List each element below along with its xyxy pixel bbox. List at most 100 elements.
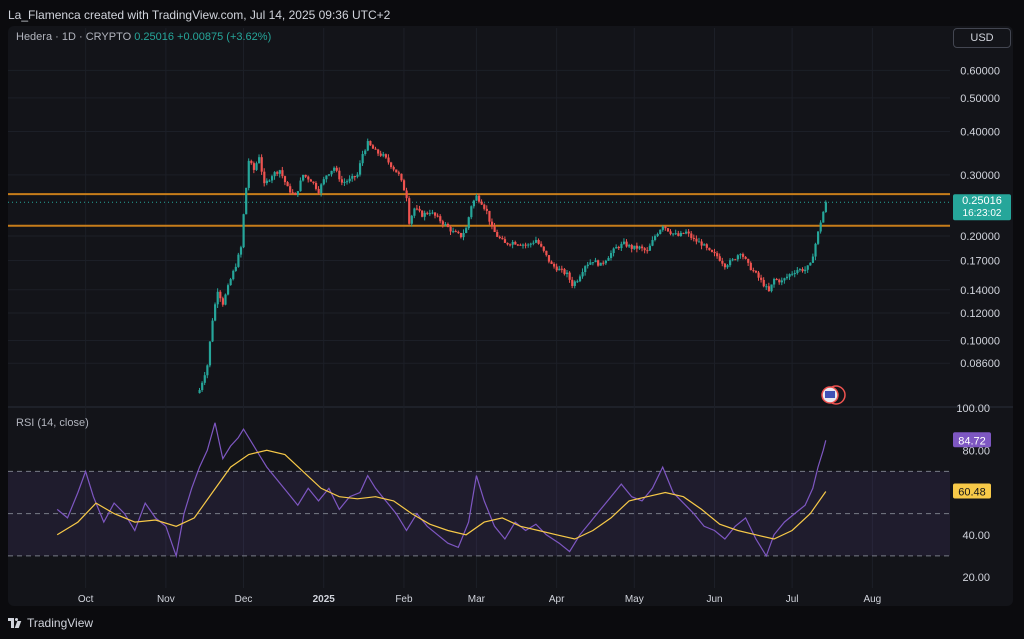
candle-body: [356, 174, 359, 177]
candle-body: [519, 244, 522, 246]
candle-body: [252, 163, 256, 170]
candle-body: [710, 249, 714, 252]
candle-body: [780, 280, 783, 283]
price-axis-tick-label: 0.30000: [960, 170, 1000, 182]
candle-body: [304, 174, 307, 177]
candle-body: [441, 221, 444, 225]
candle-body: [809, 262, 812, 266]
candle-body: [547, 255, 551, 262]
candle-body: [379, 153, 382, 156]
candle-body: [793, 273, 796, 275]
rsi-value-label: 84.72: [958, 435, 986, 447]
candle-body: [270, 176, 274, 181]
rsi-axis-tick-label: 100.00: [956, 403, 990, 415]
candle-body: [804, 269, 807, 272]
candle-body: [493, 226, 496, 232]
candle-body: [361, 154, 364, 164]
candle-body: [672, 233, 675, 235]
candle-body: [320, 184, 323, 193]
candle-body: [612, 248, 615, 254]
candle-body: [576, 281, 579, 283]
candle-body: [428, 213, 432, 215]
candle-body: [726, 265, 729, 268]
candle-body: [421, 210, 424, 217]
chart-panel[interactable]: [8, 26, 1013, 606]
candle-body: [604, 260, 608, 264]
candle-body: [201, 382, 204, 391]
rsi-axis-tick-label: 20.00: [962, 572, 990, 584]
candle-body: [446, 223, 450, 227]
candle-body: [666, 228, 670, 232]
candle-body: [265, 180, 268, 184]
candle-body: [540, 243, 543, 247]
candle-body: [801, 269, 804, 272]
candle-body: [211, 320, 214, 342]
time-axis-tick-label: Dec: [235, 594, 253, 605]
candle-body: [597, 260, 600, 266]
candle-body: [563, 269, 566, 275]
candle-body: [788, 274, 791, 277]
candle-body: [723, 263, 727, 268]
candle-body: [638, 246, 641, 249]
candle-body: [314, 183, 318, 189]
candle-body: [521, 244, 525, 246]
symbol-change: +0.00875 (+3.62%): [177, 31, 272, 43]
candle-body: [739, 254, 742, 256]
candle-body: [617, 246, 620, 249]
candle-body: [382, 154, 385, 156]
candle-body: [402, 180, 406, 191]
candle-body: [247, 160, 250, 188]
candle-body: [214, 304, 217, 321]
candle-body: [798, 269, 802, 271]
candle-body: [589, 262, 592, 265]
candle-body: [289, 186, 292, 193]
time-axis-tick-label: 2025: [313, 594, 336, 605]
candle-body: [281, 170, 284, 177]
candle-body: [216, 291, 219, 305]
candle-body: [635, 245, 639, 249]
candle-body: [408, 198, 411, 224]
time-axis-tick-label: Aug: [863, 594, 881, 605]
rsi-ma-line: [56, 449, 827, 540]
symbol-interval: 1D: [61, 31, 76, 43]
candle-body: [703, 244, 706, 246]
candle-body: [674, 233, 677, 235]
currency-button[interactable]: USD: [953, 28, 1011, 48]
candle-body: [374, 148, 377, 150]
price-axis-tick-label: 0.17000: [960, 255, 1000, 267]
candle-body: [457, 231, 460, 233]
candle-body: [485, 208, 488, 211]
candle-body: [814, 243, 817, 257]
candle-body: [434, 212, 437, 216]
candle-body: [475, 195, 478, 201]
candle-body: [506, 242, 509, 245]
candle-body: [488, 210, 491, 222]
candle-body: [307, 176, 310, 180]
time-axis-tick-label: Mar: [468, 594, 486, 605]
candle-body: [459, 232, 463, 238]
candle-body: [558, 268, 561, 271]
candle-body: [330, 170, 333, 175]
candle-body: [692, 237, 695, 239]
rsi-axis-tick-label: 40.00: [962, 530, 990, 542]
candle-body: [695, 238, 698, 242]
candle-body: [296, 191, 300, 195]
candle-body: [747, 258, 750, 263]
candle-body: [490, 221, 494, 227]
time-axis-tick-label: Feb: [395, 594, 413, 605]
candle-body: [514, 241, 517, 245]
candle-body: [449, 226, 452, 232]
candle-body: [661, 226, 664, 230]
candle-body: [245, 187, 248, 215]
candle-body: [478, 195, 481, 202]
candle-body: [736, 255, 739, 260]
candle-body: [653, 236, 657, 240]
candle-body: [578, 276, 582, 282]
candle-body: [426, 212, 429, 214]
candle-body: [353, 176, 356, 178]
candle-body: [501, 237, 504, 240]
price-axis-tick-label: 0.50000: [960, 93, 1000, 105]
candle-body: [664, 226, 667, 229]
candle-body: [325, 175, 328, 180]
